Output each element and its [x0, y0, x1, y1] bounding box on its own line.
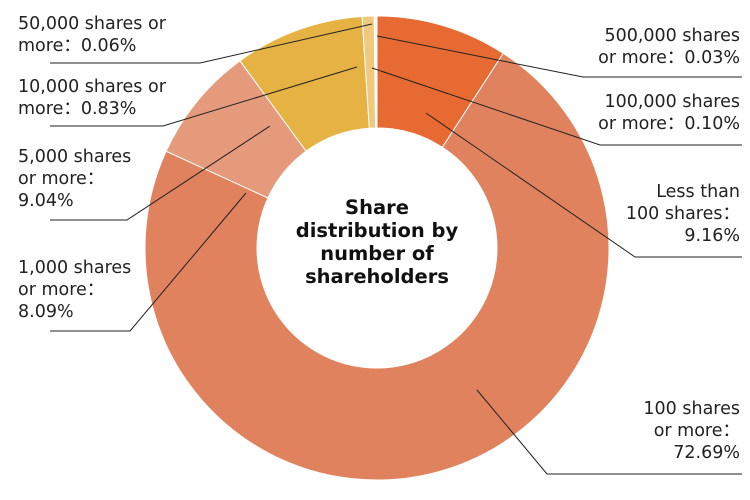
- label-10000-shares: 10,000 shares or more：0.83%: [18, 76, 166, 120]
- donut-slices: [144, 15, 610, 481]
- label-100-shares: 100 shares or more： 72.69%: [643, 398, 740, 464]
- center-title-line: Share: [345, 196, 409, 219]
- label-less-than-100-shares: Less than 100 shares： 9.16%: [626, 181, 740, 247]
- center-title-line: distribution by: [295, 219, 459, 242]
- leader-line-100: [476, 389, 742, 475]
- label-line: 100 shares: [643, 399, 740, 419]
- label-line: or more：0.03%: [598, 48, 740, 68]
- label-line: 100,000 shares: [604, 92, 740, 112]
- label-line: 72.69%: [673, 443, 740, 463]
- label-line: more：0.83%: [18, 99, 137, 119]
- leader-lines: [50, 23, 742, 475]
- label-50000-shares: 50,000 shares or more：0.06%: [18, 13, 166, 57]
- label-5000-shares: 5,000 shares or more： 9.04%: [18, 146, 131, 212]
- leader-line-500000: [376, 35, 742, 78]
- label-line: or more：: [653, 421, 740, 441]
- label-100000-shares: 100,000 shares or more：0.10%: [598, 91, 740, 135]
- label-line: 500,000 shares: [604, 26, 740, 46]
- label-500000-shares: 500,000 shares or more：0.03%: [598, 25, 740, 69]
- center-title-line: number of: [320, 242, 434, 265]
- leader-line-100000: [371, 67, 742, 146]
- chart-center-title: Share distribution by number of sharehol…: [277, 196, 477, 288]
- label-line: 1,000 shares: [18, 258, 132, 278]
- leader-line-5000: [50, 125, 271, 221]
- leader-line-50000: [50, 23, 373, 64]
- label-line: more：0.06%: [18, 36, 137, 56]
- label-line: 9.04%: [18, 191, 74, 211]
- leader-line-1000: [50, 192, 247, 332]
- label-line: Less than: [656, 182, 740, 202]
- label-line: 50,000 shares or: [18, 14, 166, 34]
- label-1000-shares: 1,000 shares or more： 8.09%: [18, 257, 131, 323]
- label-line: or more：: [18, 280, 105, 300]
- label-line: 8.09%: [18, 302, 74, 322]
- leader-line-10000: [50, 66, 358, 127]
- label-line: or more：0.10%: [598, 114, 740, 134]
- label-line: 5,000 shares: [18, 147, 132, 167]
- label-line: 9.16%: [684, 226, 740, 246]
- center-title-line: shareholders: [305, 265, 449, 288]
- label-line: 100 shares：: [625, 204, 740, 224]
- label-line: 10,000 shares or: [18, 77, 166, 97]
- label-line: or more：: [18, 169, 105, 189]
- slice-s100: [144, 52, 610, 481]
- leader-line-lt100: [425, 112, 742, 258]
